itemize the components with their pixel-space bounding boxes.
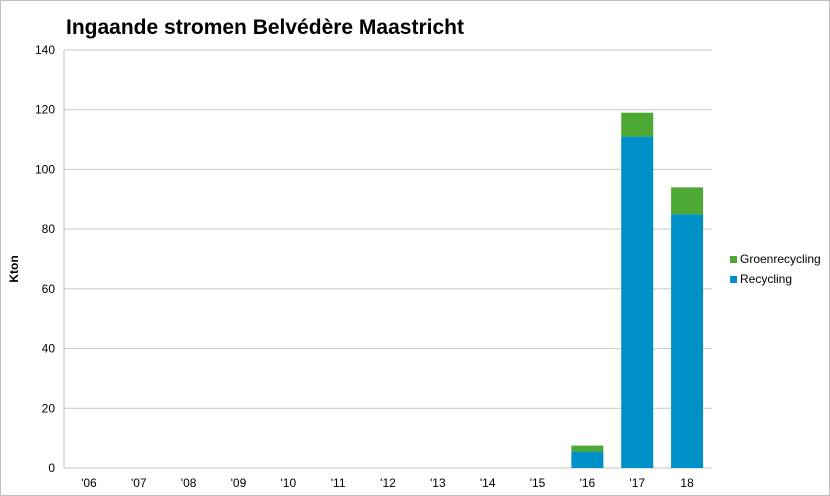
x-tick-label: '11 bbox=[331, 476, 346, 490]
y-tick-label: 0 bbox=[48, 461, 55, 475]
x-tick-label: '15 bbox=[530, 476, 546, 490]
x-tick-label: '14 bbox=[480, 476, 496, 490]
x-tick-label: 18 bbox=[680, 476, 694, 490]
bar-groenrecycling-12 bbox=[671, 187, 704, 215]
y-tick-label: 20 bbox=[42, 401, 56, 415]
legend: Groenrecycling Recycling bbox=[730, 249, 821, 289]
x-tick-label: '17 bbox=[629, 476, 645, 490]
bar-recycling-12 bbox=[671, 214, 704, 468]
x-tick-label: '10 bbox=[280, 476, 296, 490]
x-tick-label: '16 bbox=[580, 476, 596, 490]
y-tick-label: 60 bbox=[42, 282, 56, 296]
x-tick-label: '13 bbox=[430, 476, 446, 490]
legend-label-groenrecycling: Groenrecycling bbox=[740, 252, 821, 266]
y-tick-label: 80 bbox=[42, 222, 56, 236]
bar-recycling-10 bbox=[571, 451, 604, 468]
y-tick-label: 140 bbox=[35, 43, 55, 57]
legend-label-recycling: Recycling bbox=[740, 272, 793, 286]
bar-groenrecycling-10 bbox=[571, 445, 604, 452]
y-tick-label: 100 bbox=[35, 162, 55, 176]
bar-groenrecycling-11 bbox=[621, 112, 654, 137]
legend-item-groenrecycling: Groenrecycling bbox=[730, 249, 821, 269]
x-tick-label: '06 bbox=[81, 476, 97, 490]
x-tick-label: '08 bbox=[181, 476, 197, 490]
legend-swatch-recycling bbox=[730, 275, 737, 283]
bar-recycling-11 bbox=[621, 136, 654, 469]
y-tick-label: 40 bbox=[42, 342, 56, 356]
legend-swatch-groenrecycling bbox=[730, 255, 737, 263]
legend-item-recycling: Recycling bbox=[730, 269, 821, 289]
y-tick-label: 120 bbox=[35, 103, 55, 117]
x-tick-label: '12 bbox=[380, 476, 396, 490]
x-tick-label: '07 bbox=[131, 476, 147, 490]
chart-title: Ingaande stromen Belvédère Maastricht bbox=[66, 16, 464, 39]
x-tick-label: '09 bbox=[231, 476, 247, 490]
